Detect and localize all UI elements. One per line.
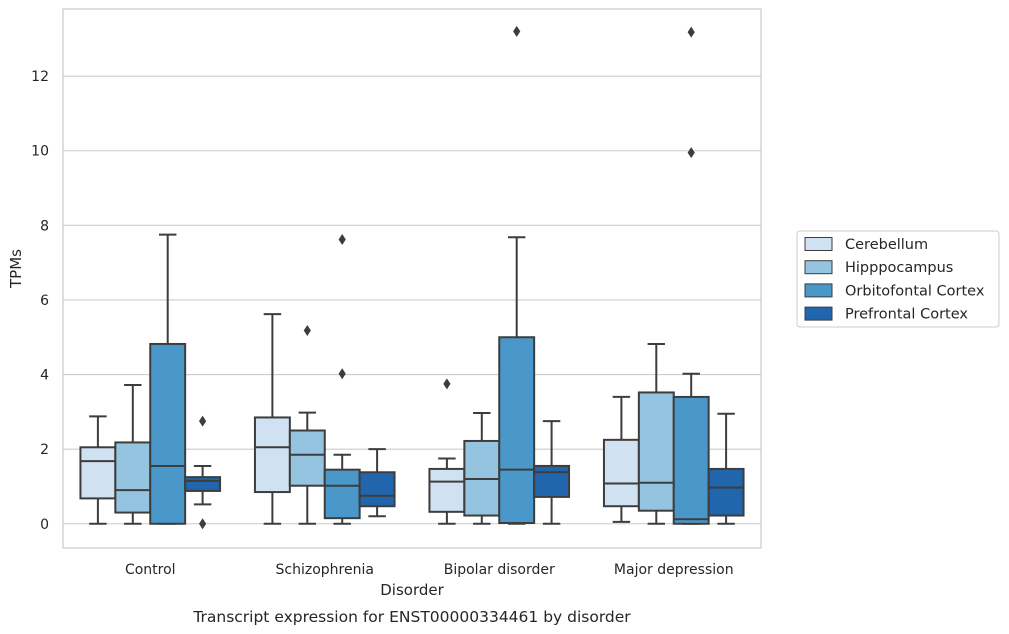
boxes bbox=[79, 25, 745, 530]
box-iqr bbox=[602, 438, 640, 508]
outlier-point bbox=[338, 368, 346, 380]
chart-title: Transcript expression for ENST0000033446… bbox=[192, 608, 631, 626]
box-2-3 bbox=[533, 420, 571, 525]
box-0-1 bbox=[114, 383, 152, 525]
outlier-point bbox=[687, 147, 695, 159]
box-2-0 bbox=[428, 378, 466, 525]
legend-item: Prefrontal Cortex bbox=[804, 306, 968, 323]
box-iqr bbox=[114, 441, 152, 514]
y-tick-label: 10 bbox=[31, 144, 49, 160]
box-iqr bbox=[533, 464, 571, 498]
box-iqr bbox=[79, 446, 117, 500]
legend-frame bbox=[796, 230, 1000, 328]
box-3-0 bbox=[602, 395, 640, 523]
outlier-point bbox=[513, 25, 521, 37]
box-iqr bbox=[323, 468, 361, 520]
box-1-3 bbox=[358, 448, 396, 518]
legend-swatch bbox=[804, 306, 833, 321]
legend: Cerebellum Hipppocampus Orbitofontal Corte… bbox=[796, 230, 1000, 328]
legend-item: Hipppocampus bbox=[804, 260, 953, 276]
x-tick-label: Schizophrenia bbox=[276, 562, 374, 578]
legend-item: Orbitofontal Cortex bbox=[804, 283, 985, 299]
y-tick-label: 4 bbox=[40, 368, 49, 384]
legend-swatch bbox=[804, 237, 833, 251]
box-iqr bbox=[253, 416, 291, 494]
box-iqr bbox=[707, 467, 745, 517]
box-iqr bbox=[672, 395, 710, 525]
box-3-1 bbox=[637, 342, 675, 525]
legend-label: Orbitofontal Cortex bbox=[845, 283, 985, 299]
legend-swatch bbox=[804, 283, 833, 298]
box-iqr bbox=[149, 342, 187, 525]
y-axis-ticks: 0 2 4 6 8 10 12 bbox=[31, 69, 49, 533]
x-tick-label: Bipolar disorder bbox=[444, 562, 555, 578]
box-1-1 bbox=[288, 325, 326, 525]
box-0-0 bbox=[79, 415, 117, 525]
y-tick-label: 6 bbox=[40, 293, 49, 309]
x-axis-label: Disorder bbox=[380, 581, 444, 599]
outlier-point bbox=[443, 378, 451, 390]
box-1-2 bbox=[323, 234, 361, 525]
box-2-1 bbox=[463, 411, 501, 525]
outlier-point bbox=[199, 415, 207, 427]
box-iqr bbox=[428, 467, 466, 513]
legend-label: Prefrontal Cortex bbox=[845, 307, 968, 323]
legend-swatch bbox=[804, 260, 833, 275]
y-axis-label: TPMs bbox=[7, 249, 25, 289]
x-tick-label: Control bbox=[125, 562, 176, 578]
x-tick-label: Major depression bbox=[614, 562, 734, 578]
plot-frame bbox=[62, 8, 762, 549]
outlier-point bbox=[338, 234, 346, 246]
y-tick-label: 0 bbox=[40, 517, 49, 533]
legend-label: Hipppocampus bbox=[845, 260, 953, 276]
outlier-point bbox=[199, 518, 207, 530]
x-axis-ticks: Control Schizophrenia Bipolar disorder Majo… bbox=[125, 562, 734, 578]
box-iqr bbox=[288, 429, 326, 487]
box-1-0 bbox=[253, 313, 291, 525]
legend-label: Cerebellum bbox=[845, 237, 928, 253]
box-iqr bbox=[498, 336, 536, 525]
y-tick-label: 2 bbox=[40, 442, 49, 458]
box-0-2 bbox=[149, 233, 187, 525]
y-tick-label: 12 bbox=[31, 69, 49, 85]
box-3-2 bbox=[672, 26, 710, 525]
box-iqr bbox=[184, 476, 222, 492]
box-iqr bbox=[637, 391, 675, 512]
legend-item: Cerebellum bbox=[804, 237, 928, 253]
outlier-point bbox=[687, 26, 695, 38]
y-tick-label: 8 bbox=[40, 218, 49, 234]
box-3-3 bbox=[707, 412, 745, 525]
box-2-2 bbox=[498, 25, 536, 525]
outlier-point bbox=[303, 325, 311, 337]
box-iqr bbox=[358, 471, 396, 508]
box-0-3 bbox=[184, 415, 222, 530]
